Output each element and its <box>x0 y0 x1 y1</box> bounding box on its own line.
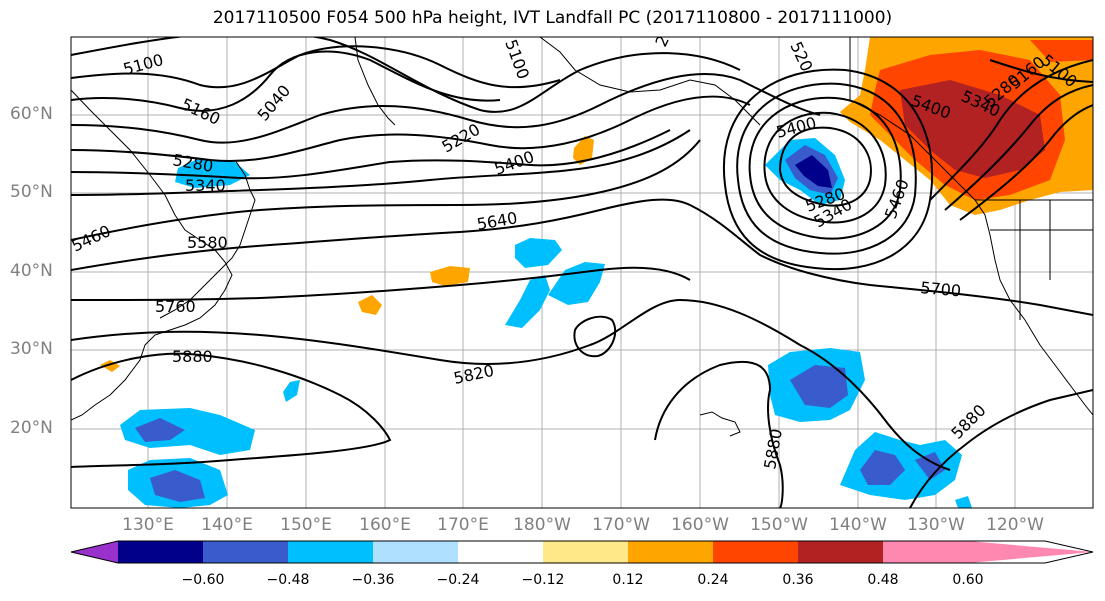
lat-label: 60°N <box>10 104 53 124</box>
lon-label: 140°E <box>201 515 253 535</box>
lon-label: 120°W <box>986 515 1044 535</box>
map-title: 2017110500 F054 500 hPa height, IVT Land… <box>212 8 893 28</box>
lat-label: 30°N <box>10 339 53 359</box>
colorbar-segment <box>628 541 713 563</box>
colorbar-segment <box>883 541 968 563</box>
lon-label: 150°W <box>750 515 808 535</box>
colorbar-segment <box>71 541 118 563</box>
contour-label-5340: 5340 <box>185 176 226 195</box>
colorbar-tick-label: −0.36 <box>351 572 395 588</box>
lon-label: 130°E <box>122 515 174 535</box>
lat-label: 50°N <box>10 182 53 202</box>
colorbar <box>70 540 1094 564</box>
lat-label: 20°N <box>10 418 53 438</box>
colorbar-segment <box>203 541 288 563</box>
contour-label-5580: 5580 <box>187 233 228 252</box>
colorbar-tick-label: 0.12 <box>612 572 644 588</box>
contour-label-5760: 5760 <box>155 297 196 316</box>
colorbar-segment <box>968 541 1093 563</box>
lon-label: 140°W <box>829 515 887 535</box>
colorbar-tick-label: 0.36 <box>782 572 814 588</box>
colorbar-tick-label: −0.24 <box>436 572 480 588</box>
colorbar-segment <box>118 541 203 563</box>
contour-label-5700: 5700 <box>920 278 962 300</box>
colorbar-tick-label: −0.12 <box>521 572 565 588</box>
colorbar-segment <box>288 541 373 563</box>
colorbar-tick-label: −0.48 <box>266 572 310 588</box>
colorbar-segment <box>458 541 543 563</box>
lon-label: 150°E <box>280 515 332 535</box>
colorbar-tick-label: 0.48 <box>867 572 899 588</box>
colorbar-segment <box>713 541 798 563</box>
lon-label: 170°E <box>437 515 489 535</box>
colorbar-segment <box>798 541 883 563</box>
lon-label: 180°W <box>513 515 571 535</box>
lon-label: 160°W <box>671 515 729 535</box>
colorbar-segment <box>373 541 458 563</box>
height-contours <box>71 37 1093 508</box>
ivt-shading <box>100 37 1093 508</box>
colorbar-tick-label: 0.24 <box>697 572 729 588</box>
lon-label: 160°E <box>359 515 411 535</box>
lat-label: 40°N <box>10 261 53 281</box>
contour-label-5880: 5880 <box>172 347 213 366</box>
colorbar-tick-label: 0.60 <box>952 572 984 588</box>
map-frame <box>70 36 1094 509</box>
colorbar-segment <box>543 541 628 563</box>
lon-label: 170°W <box>592 515 650 535</box>
colorbar-tick-label: −0.60 <box>181 572 225 588</box>
lon-label: 130°W <box>907 515 965 535</box>
